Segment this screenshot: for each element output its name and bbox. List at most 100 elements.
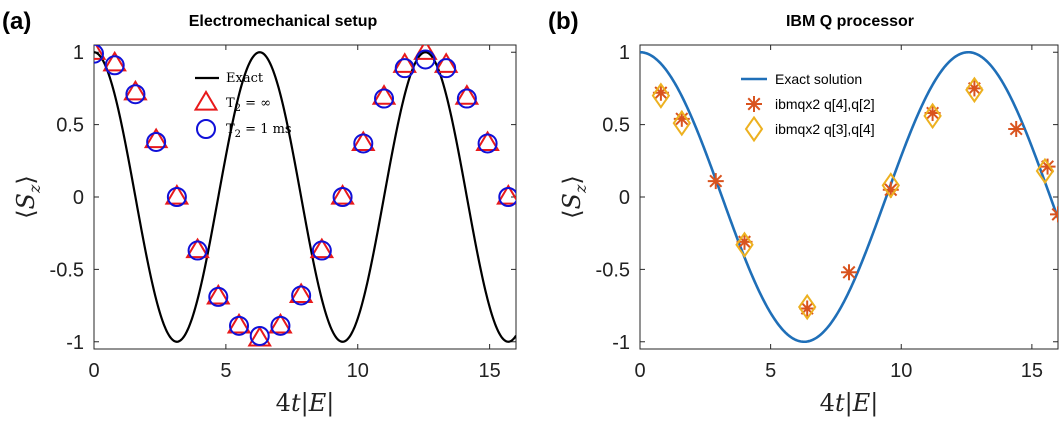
panel-a-circle-point bbox=[166, 187, 187, 207]
panel-b-plot: 0 5 10 15 1 0.5 0 -0.5 -1 4t|E| ⟨Sz⟩ Exact solution… bbox=[558, 42, 1059, 418]
panel-a-series-2 bbox=[94, 45, 516, 346]
panel-a-triangle-point bbox=[185, 237, 210, 259]
panel-b-y-tick-label: 0 bbox=[619, 187, 630, 209]
panel-a-triangle-point bbox=[351, 130, 376, 152]
panel-a-triangle-point bbox=[309, 237, 335, 259]
panel-b-star-point bbox=[707, 173, 724, 190]
panel-a-triangle-point bbox=[288, 282, 314, 304]
panel-a-circle-point bbox=[229, 315, 250, 336]
panel-a-triangle-point bbox=[123, 79, 148, 101]
panel-b-title: IBM Q processor bbox=[786, 13, 914, 30]
panel-a-triangle-point bbox=[454, 84, 480, 105]
panel-b-exact-curve bbox=[640, 50, 1058, 344]
panel-a-circle-point bbox=[436, 58, 457, 79]
panel-a-plot: 0 5 10 15 1 0.5 0 -0.5 -1 4t|E| ⟨Sz⟩ Exact T2 = ∞ T2 … bbox=[12, 42, 517, 418]
panel-a-plot-area bbox=[94, 45, 516, 347]
panel-a-x-tick-label: 15 bbox=[479, 360, 501, 382]
panel-b-x-tick-label: 15 bbox=[1021, 360, 1043, 382]
panel-a-y-axis-label: ⟨Sz⟩ bbox=[12, 175, 44, 219]
panel-a-triangle-point bbox=[433, 52, 459, 73]
legend-triangle-label: T2 = ∞ bbox=[226, 96, 271, 114]
panel-b-x-tick-label: 0 bbox=[634, 360, 645, 382]
panel-b-axes-frame bbox=[639, 44, 1059, 350]
panel-a-circle-point bbox=[125, 84, 146, 105]
panel-a-x-tick-label: 0 bbox=[88, 360, 99, 382]
panel-b-star-point bbox=[841, 264, 857, 281]
panel-b-series-2 bbox=[651, 76, 1055, 321]
panel-a-circle-point bbox=[415, 49, 436, 70]
panel-a-triangle-point bbox=[102, 50, 127, 72]
panel-a-y-tick-label: 1 bbox=[73, 42, 84, 64]
legend-circle-swatch bbox=[196, 119, 216, 139]
panel-a-triangle-point bbox=[392, 52, 417, 73]
panel-a-circle-point bbox=[477, 133, 498, 154]
panel-b-diamond-point bbox=[965, 76, 984, 104]
panel-a-circle-point bbox=[456, 88, 477, 109]
panel-b-diamond-point bbox=[651, 82, 671, 109]
legend-star-swatch bbox=[746, 96, 762, 112]
panel-b-diamond-point bbox=[672, 109, 692, 137]
panel-a-exact-curve bbox=[94, 51, 516, 343]
panel-a-x-axis-label: 4t|E| bbox=[276, 389, 335, 418]
legend-diamond-label: ibmqx2 q[3],q[4] bbox=[775, 121, 875, 137]
panel-b-label: (b) bbox=[548, 8, 579, 35]
panel-b-legend: Exact solution ibmqx2 q[4],q[2] ibmqx2 q[3… bbox=[741, 71, 875, 143]
panel-a-circle-point bbox=[208, 286, 229, 307]
panel-b-diamond-point bbox=[1035, 157, 1055, 185]
panel-a-circle-point bbox=[104, 55, 125, 76]
panel-b-x-axis-label: 4t|E| bbox=[820, 389, 879, 418]
legend-triangle-swatch bbox=[193, 90, 219, 111]
panel-b-y-tick-label: -1 bbox=[612, 332, 630, 354]
panel-a-legend: Exact T2 = ∞ T2 = 1 ms bbox=[193, 71, 292, 140]
panel-b-plot-area bbox=[640, 50, 1058, 344]
panel-a-title: Electromechanical setup bbox=[189, 13, 378, 30]
panel-a-circle-point bbox=[498, 187, 516, 207]
panel-b-x-tick-label: 5 bbox=[765, 360, 776, 382]
panel-a-y-tick-label: 0 bbox=[73, 187, 84, 209]
panel-b-series-1 bbox=[652, 80, 1058, 317]
panel-a-circle-point bbox=[394, 58, 415, 79]
panel-b-star-point bbox=[1008, 120, 1025, 137]
legend-exact-label: Exact solution bbox=[775, 71, 862, 87]
panel-a-triangle-point bbox=[413, 45, 438, 60]
panel-a-x-tick-label: 10 bbox=[347, 360, 369, 382]
panel-a-circle-point bbox=[187, 240, 208, 261]
panel-a-circle-point bbox=[270, 315, 291, 336]
panel-a-triangle-point bbox=[330, 184, 355, 205]
panel-a-series-1 bbox=[94, 45, 516, 347]
legend-star-label: ibmqx2 q[4],q[2] bbox=[775, 96, 875, 112]
panel-b-y-axis-label: ⟨Sz⟩ bbox=[558, 175, 590, 219]
panel-a-triangle-point bbox=[496, 184, 516, 205]
panel-a-triangle-point bbox=[164, 184, 190, 205]
panel-b-y-tick-label: 1 bbox=[619, 42, 630, 64]
panel-a-circle-point bbox=[332, 187, 353, 207]
panel-a-triangle-point bbox=[206, 283, 231, 305]
panel-a-triangle-point bbox=[475, 130, 500, 152]
panel-b-x-tick-label: 10 bbox=[890, 360, 912, 382]
panel-b-star-point bbox=[1050, 206, 1058, 223]
panel-a-y-tick-label: -0.5 bbox=[50, 259, 84, 281]
panel-b-diamond-point bbox=[923, 102, 942, 130]
legend-diamond-swatch bbox=[744, 115, 764, 143]
panel-a-circle-point bbox=[374, 88, 395, 109]
panel-a-circle-point bbox=[94, 45, 104, 64]
panel-a-triangle-point bbox=[94, 45, 107, 60]
panel-a-x-tick-label: 5 bbox=[220, 360, 231, 382]
panel-a-circle-point bbox=[146, 131, 167, 152]
panel-a-label: (a) bbox=[2, 8, 31, 35]
panel-a-circle-point bbox=[249, 325, 270, 346]
panel-a-triangle-point bbox=[268, 312, 293, 334]
panel-a-triangle-point bbox=[226, 312, 252, 334]
panel-a-triangle-point bbox=[143, 127, 169, 149]
panel-a-y-tick-label: -1 bbox=[66, 332, 84, 354]
panel-a-circle-point bbox=[291, 285, 312, 306]
panel-b-diamond-point bbox=[797, 293, 817, 321]
panel-a-circle-point bbox=[311, 240, 332, 261]
panel-b-diamond-point bbox=[735, 231, 754, 259]
panel-a-triangle-point bbox=[371, 84, 397, 105]
panel-b-y-tick-label: 0.5 bbox=[602, 115, 630, 137]
panel-a-y-tick-label: 0.5 bbox=[56, 115, 84, 137]
panel-a-circle-point bbox=[353, 133, 374, 154]
panel-b-diamond-point bbox=[881, 172, 901, 199]
